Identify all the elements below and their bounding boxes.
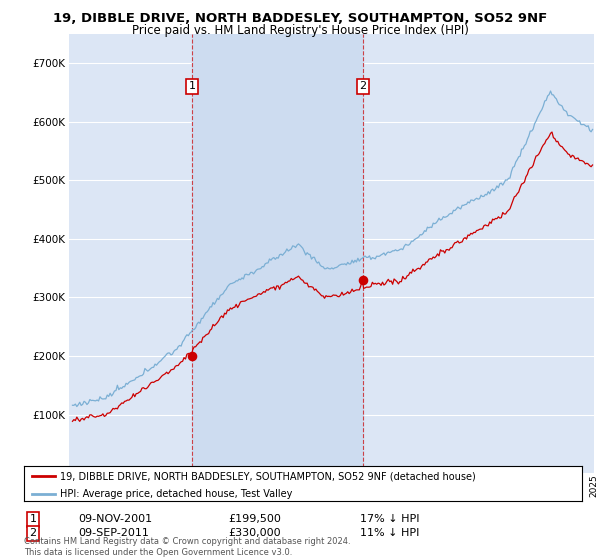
- Text: 19, DIBBLE DRIVE, NORTH BADDESLEY, SOUTHAMPTON, SO52 9NF (detached house): 19, DIBBLE DRIVE, NORTH BADDESLEY, SOUTH…: [60, 471, 476, 481]
- Text: 09-SEP-2011: 09-SEP-2011: [78, 528, 149, 538]
- Point: [187, 352, 197, 361]
- Bar: [192, 34, 363, 473]
- Text: 17% ↓ HPI: 17% ↓ HPI: [360, 514, 419, 524]
- Text: HPI: Average price, detached house, Test Valley: HPI: Average price, detached house, Test…: [60, 488, 293, 498]
- Text: 1: 1: [29, 514, 37, 524]
- Text: £330,000: £330,000: [228, 528, 281, 538]
- Text: 1: 1: [188, 81, 196, 91]
- Text: 2: 2: [29, 528, 37, 538]
- Text: Price paid vs. HM Land Registry's House Price Index (HPI): Price paid vs. HM Land Registry's House …: [131, 24, 469, 36]
- Text: 11% ↓ HPI: 11% ↓ HPI: [360, 528, 419, 538]
- Text: 2: 2: [359, 81, 367, 91]
- Point: [358, 276, 368, 284]
- Text: 09-NOV-2001: 09-NOV-2001: [78, 514, 152, 524]
- Text: 19, DIBBLE DRIVE, NORTH BADDESLEY, SOUTHAMPTON, SO52 9NF: 19, DIBBLE DRIVE, NORTH BADDESLEY, SOUTH…: [53, 12, 547, 25]
- Text: £199,500: £199,500: [228, 514, 281, 524]
- Text: Contains HM Land Registry data © Crown copyright and database right 2024.
This d: Contains HM Land Registry data © Crown c…: [24, 537, 350, 557]
